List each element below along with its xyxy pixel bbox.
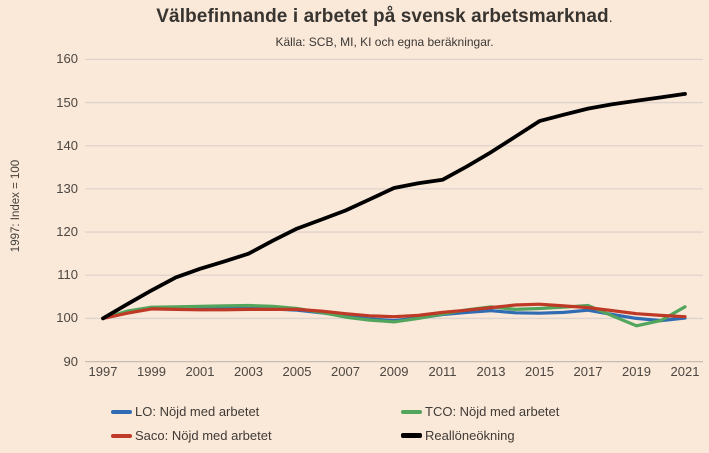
legend-label-realloneokning: Reallöneökning [425,428,515,443]
chart-title: Välbefinnande i arbetet på svensk arbets… [60,6,709,28]
x-tick-label-2021: 2021 [670,364,700,379]
chart-legend: LO: Nöjd med arbetet TCO: Nöjd med arbete… [111,404,559,443]
legend-swatch-realloneokning [401,433,422,438]
x-tick-label-2015: 2015 [525,364,554,379]
y-tick-label-100: 100 [56,310,78,326]
y-tick-label-140: 140 [56,137,78,153]
x-tick-label-2019: 2019 [622,364,651,379]
legend-item-lo: LO: Nöjd med arbetet [111,404,401,419]
x-tick-label-2013: 2013 [476,364,506,379]
chart-title-text: Välbefinnande i arbetet på svensk arbets… [156,6,609,27]
legend-item-saco: Saco: Nöjd med arbetet [111,428,401,443]
chart-subtitle: Källa: SCB, MI, KI och egna beräkningar. [275,35,494,49]
y-tick-label-90: 90 [63,353,78,369]
x-tick-label-1999: 1999 [137,364,166,379]
legend-swatch-saco [111,433,132,438]
x-tick-label-2005: 2005 [282,364,312,379]
x-tick-label-2003: 2003 [234,364,263,379]
legend-label-saco: Saco: Nöjd med arbetet [135,428,272,443]
x-tick-label-2001: 2001 [185,364,215,379]
series-line-saco [101,302,687,320]
series-line-tco [101,303,687,328]
x-tick-label-2007: 2007 [331,364,360,379]
y-tick-label-160: 160 [56,51,78,67]
y-tick-label-110: 110 [57,267,78,283]
legend-item-tco: TCO: Nöjd med arbetet [401,404,559,419]
x-tick-label-1997: 1997 [88,364,118,379]
chart-title-period: . [608,9,613,25]
y-tick-label-120: 120 [56,224,78,240]
legend-item-realloneokning: Reallöneökning [401,428,559,443]
series-line-realloneokning [101,92,687,321]
x-tick-label-2011: 2011 [428,364,457,379]
legend-swatch-tco [401,409,422,414]
legend-swatch-lo [111,409,132,414]
legend-label-lo: LO: Nöjd med arbetet [135,404,260,419]
legend-label-tco: TCO: Nöjd med arbetet [425,404,560,419]
x-tick-label-2017: 2017 [573,364,603,379]
y-tick-label-130: 130 [56,180,78,196]
y-tick-label-150: 150 [56,94,78,110]
x-tick-label-2009: 2009 [379,364,409,379]
